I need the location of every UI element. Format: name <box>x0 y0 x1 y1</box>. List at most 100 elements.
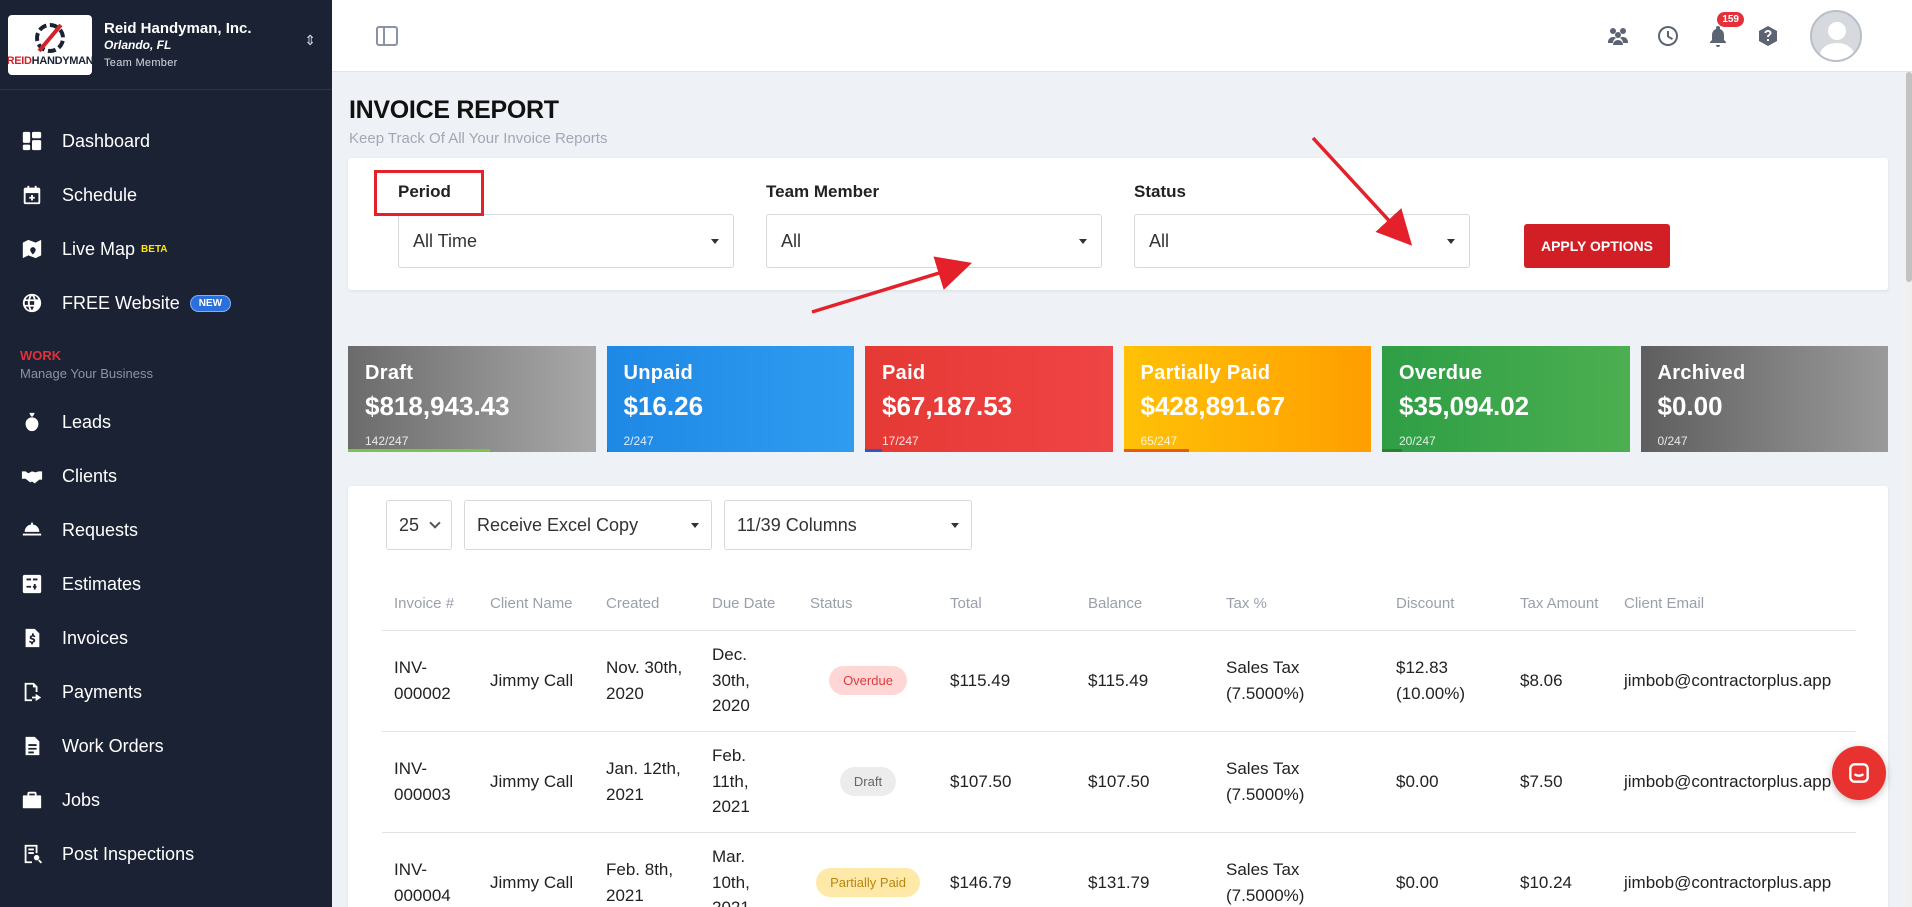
sidebar-item-free-website[interactable]: FREE Website NEW <box>0 276 332 330</box>
payment-icon <box>20 680 44 704</box>
table-row[interactable]: INV-000003 Jimmy Call Jan. 12th, 2021 Fe… <box>382 731 1856 833</box>
column-header[interactable]: Due Date <box>700 578 798 631</box>
sidebar-item-work-orders[interactable]: Work Orders <box>0 719 332 773</box>
inspection-icon <box>20 842 44 866</box>
per-page-select[interactable]: 25 <box>386 500 452 550</box>
sidebar-toggle-icon[interactable] <box>376 26 398 46</box>
sidebar-item-live-map[interactable]: Live Map BETA <box>0 222 332 276</box>
table-row[interactable]: INV-000002 Jimmy Call Nov. 30th, 2020 De… <box>382 630 1856 732</box>
stat-count: 0/247 <box>1657 434 1688 448</box>
work-section-header: WORK Manage Your Business <box>0 330 332 391</box>
table-header-row: Invoice # Client Name Created Due Date S… <box>382 578 1856 631</box>
sidebar-item-label: Work Orders <box>62 735 164 756</box>
sidebar-item-label: Requests <box>62 519 139 540</box>
status-value: All <box>1149 230 1170 251</box>
apply-options-button[interactable]: APPLY OPTIONS <box>1524 224 1670 268</box>
stat-count: 2/247 <box>623 434 654 448</box>
column-header[interactable]: Total <box>938 578 1076 631</box>
status-select[interactable]: All <box>1134 214 1470 268</box>
sidebar-item-payments[interactable]: Payments <box>0 665 332 719</box>
page-scrollbar[interactable] <box>1906 72 1912 907</box>
notification-count: 159 <box>1717 12 1744 27</box>
invoice-number[interactable]: INV-000003 <box>382 731 478 833</box>
discount: $0.00 <box>1384 832 1508 907</box>
stat-value: $67,187.53 <box>882 391 1013 421</box>
beta-tag: BETA <box>141 243 168 255</box>
page-subtitle: Keep Track Of All Your Invoice Reports <box>349 130 608 147</box>
period-select[interactable]: All Time <box>398 214 734 268</box>
sidebar-item-schedule[interactable]: Schedule <box>0 168 332 222</box>
invoice-number[interactable]: INV-000002 <box>382 630 478 732</box>
sidebar-item-estimates[interactable]: Estimates <box>0 557 332 611</box>
sidebar-item-label: Schedule <box>62 184 138 205</box>
chevron-down-icon <box>429 517 441 529</box>
avatar[interactable] <box>1810 10 1862 62</box>
stat-card-paid[interactable]: Paid $67,187.53 17/247 <box>865 346 1113 452</box>
client-email: jimbob@contractorplus.app <box>1612 731 1856 833</box>
stat-value: $428,891.67 <box>1140 391 1286 421</box>
caret-down-icon <box>691 522 699 528</box>
company-name: Reid Handyman, Inc. <box>104 19 252 37</box>
column-header[interactable]: Balance <box>1076 578 1214 631</box>
due-date: Mar. 10th, 2021 <box>700 832 798 907</box>
invoice-table: Invoice # Client Name Created Due Date S… <box>382 578 1856 907</box>
map-icon <box>20 237 44 261</box>
stat-value: $35,094.02 <box>1399 391 1530 421</box>
sidebar-item-jobs[interactable]: Jobs <box>0 773 332 827</box>
sidebar-item-post-inspections[interactable]: Post Inspections <box>0 827 332 881</box>
team-member-select[interactable]: All <box>766 214 1102 268</box>
client-name: Jimmy Call <box>478 832 594 907</box>
column-header[interactable]: Created <box>594 578 700 631</box>
sidebar-item-leads[interactable]: Leads <box>0 395 332 449</box>
sidebar-item-invoices[interactable]: Invoices <box>0 611 332 665</box>
column-header[interactable]: Status <box>798 578 938 631</box>
column-header[interactable]: Tax Amount <box>1508 578 1612 631</box>
bell-icon[interactable]: 159 <box>1704 12 1744 50</box>
sidebar-item-requests[interactable]: Requests <box>0 503 332 557</box>
column-header[interactable]: Discount <box>1384 578 1508 631</box>
total: $107.50 <box>938 731 1076 833</box>
discount: $12.83 (10.00%) <box>1384 630 1508 732</box>
chat-button[interactable] <box>1832 746 1886 800</box>
chevron-up-down-icon[interactable]: ⇕ <box>304 32 316 48</box>
stat-card-archived[interactable]: Archived $0.00 0/247 <box>1640 346 1888 452</box>
columns-select[interactable]: 11/39 Columns <box>724 500 972 550</box>
sidebar-item-dashboard[interactable]: Dashboard <box>0 114 332 168</box>
client-name: Jimmy Call <box>478 731 594 833</box>
tax-percent: Sales Tax (7.5000%) <box>1214 731 1384 833</box>
invoice-table-card: 25 Receive Excel Copy 11/39 Columns Invo… <box>348 486 1888 907</box>
stat-card-draft[interactable]: Draft $818,943.43 142/247 <box>348 346 596 452</box>
sidebar-item-clients[interactable]: Clients <box>0 449 332 503</box>
invoice-number[interactable]: INV-000004 <box>382 832 478 907</box>
column-header[interactable]: Tax % <box>1214 578 1384 631</box>
handshake-icon <box>20 464 44 488</box>
column-header[interactable]: Client Name <box>478 578 594 631</box>
column-header[interactable]: Invoice # <box>382 578 478 631</box>
stat-label: Overdue <box>1399 362 1483 384</box>
balance: $115.49 <box>1076 630 1214 732</box>
stat-card-partially-paid[interactable]: Partially Paid $428,891.67 65/247 <box>1123 346 1371 452</box>
columns-value: 11/39 Columns <box>737 514 857 535</box>
team-member-filter: Team Member All <box>766 182 1102 268</box>
discount: $0.00 <box>1384 731 1508 833</box>
team-icon[interactable] <box>1604 22 1632 50</box>
clock-icon[interactable] <box>1654 22 1682 50</box>
stat-card-unpaid[interactable]: Unpaid $16.26 2/247 <box>606 346 854 452</box>
stat-count: 20/247 <box>1399 434 1436 448</box>
new-badge: NEW <box>189 294 232 312</box>
help-icon[interactable] <box>1754 22 1782 50</box>
status-label: Status <box>1134 182 1186 201</box>
stat-value: $818,943.43 <box>365 391 510 421</box>
status-badge: Draft <box>839 766 897 797</box>
client-email: jimbob@contractorplus.app <box>1612 630 1856 732</box>
excel-export-select[interactable]: Receive Excel Copy <box>464 500 712 550</box>
chat-icon <box>1849 763 1869 783</box>
section-subtitle: Manage Your Business <box>20 366 153 381</box>
column-header[interactable]: Client Email <box>1612 578 1856 631</box>
stat-card-overdue[interactable]: Overdue $35,094.02 20/247 <box>1382 346 1630 452</box>
table-row[interactable]: INV-000004 Jimmy Call Feb. 8th, 2021 Mar… <box>382 832 1856 907</box>
sidebar-item-label: Clients <box>62 465 118 486</box>
tax-amount: $8.06 <box>1508 630 1612 732</box>
company-switcher[interactable]: REIDHANDYMAN Reid Handyman, Inc. Orlando… <box>0 0 332 90</box>
team-member-label: Team Member <box>766 182 880 201</box>
